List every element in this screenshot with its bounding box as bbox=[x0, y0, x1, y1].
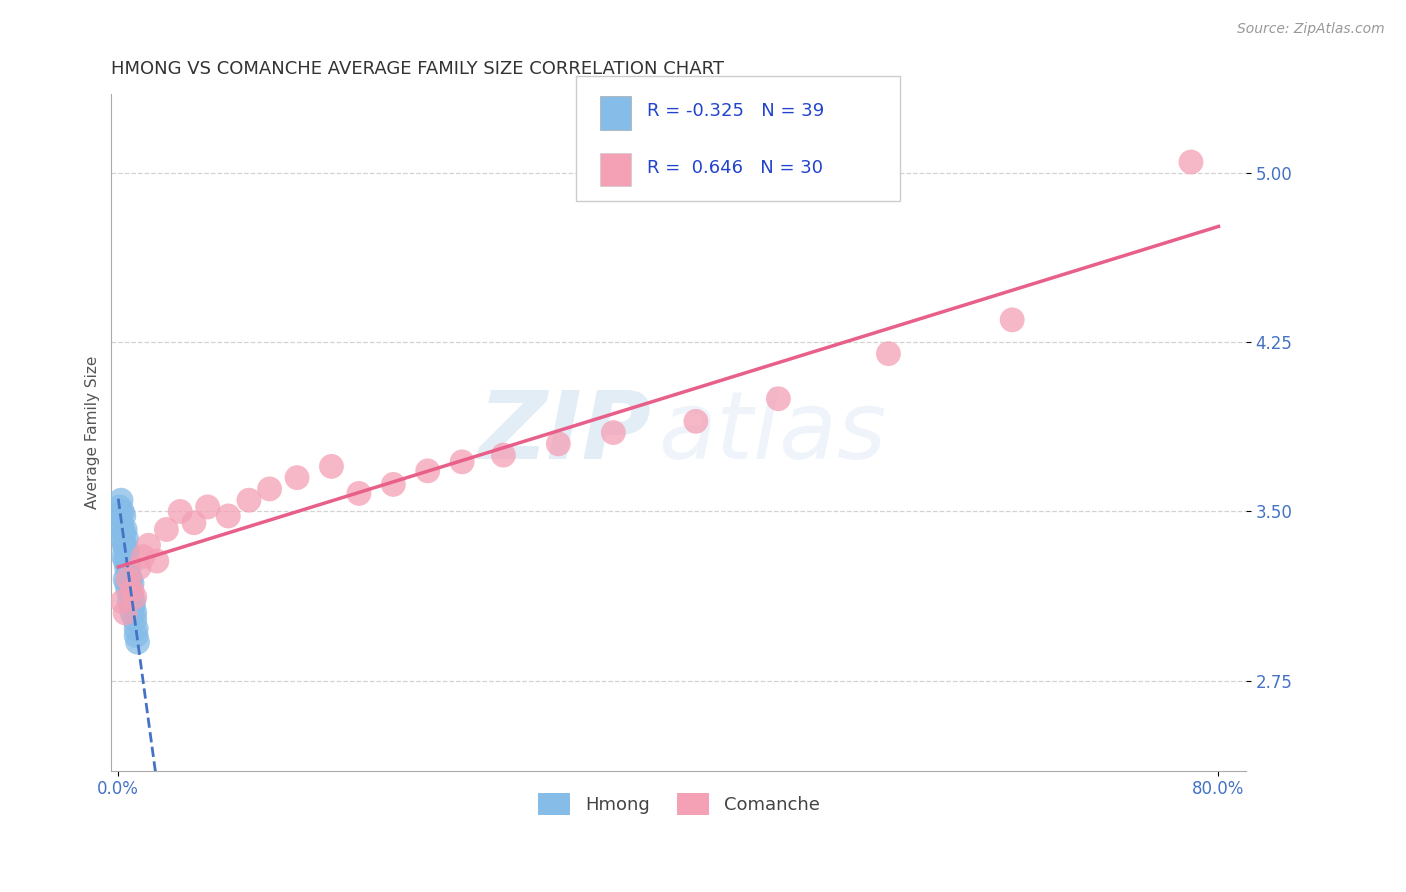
Point bbox=[118, 572, 141, 586]
Point bbox=[117, 572, 139, 586]
Point bbox=[877, 346, 900, 360]
Point bbox=[118, 594, 141, 608]
Point bbox=[685, 414, 707, 428]
Point bbox=[111, 523, 134, 537]
Point bbox=[114, 538, 136, 552]
Point bbox=[121, 576, 143, 591]
Point bbox=[117, 583, 139, 598]
Point bbox=[128, 561, 150, 575]
Point bbox=[768, 392, 790, 406]
Point bbox=[112, 538, 135, 552]
Point bbox=[110, 516, 132, 530]
Point bbox=[117, 545, 139, 559]
Point bbox=[169, 504, 191, 518]
Point bbox=[238, 493, 260, 508]
Point bbox=[112, 549, 135, 564]
Point bbox=[115, 576, 138, 591]
Point bbox=[108, 508, 131, 523]
Point bbox=[125, 628, 148, 642]
Point bbox=[124, 613, 146, 627]
Point bbox=[120, 583, 142, 598]
Y-axis label: Average Family Size: Average Family Size bbox=[86, 356, 100, 509]
Point bbox=[602, 425, 624, 440]
Point bbox=[547, 437, 569, 451]
Point bbox=[492, 448, 515, 462]
Point bbox=[108, 500, 131, 514]
Point bbox=[111, 594, 134, 608]
Point bbox=[146, 554, 169, 568]
Point bbox=[382, 477, 405, 491]
Text: ZIP: ZIP bbox=[478, 386, 651, 479]
Point bbox=[122, 599, 145, 614]
Text: HMONG VS COMANCHE AVERAGE FAMILY SIZE CORRELATION CHART: HMONG VS COMANCHE AVERAGE FAMILY SIZE CO… bbox=[111, 60, 724, 78]
Point bbox=[132, 549, 155, 564]
Point bbox=[125, 622, 148, 636]
Text: R = -0.325   N = 39: R = -0.325 N = 39 bbox=[647, 103, 824, 120]
Text: Source: ZipAtlas.com: Source: ZipAtlas.com bbox=[1237, 22, 1385, 37]
Legend: Hmong, Comanche: Hmong, Comanche bbox=[530, 786, 827, 822]
Point bbox=[110, 493, 132, 508]
Point bbox=[416, 464, 439, 478]
Point bbox=[115, 549, 138, 564]
Point bbox=[122, 594, 145, 608]
Point bbox=[121, 583, 143, 598]
Point bbox=[138, 538, 160, 552]
Point bbox=[112, 527, 135, 541]
Point bbox=[155, 523, 177, 537]
Point bbox=[259, 482, 281, 496]
Point bbox=[117, 567, 139, 582]
Point bbox=[114, 572, 136, 586]
Point bbox=[285, 470, 308, 484]
Point bbox=[114, 606, 136, 620]
Point bbox=[183, 516, 205, 530]
Point bbox=[124, 606, 146, 620]
Point bbox=[197, 500, 219, 514]
Point bbox=[117, 554, 139, 568]
Point bbox=[347, 486, 370, 500]
Point bbox=[120, 599, 142, 614]
Point bbox=[127, 635, 149, 649]
Point bbox=[124, 590, 146, 604]
Point bbox=[120, 572, 142, 586]
Point bbox=[1180, 155, 1202, 169]
Point bbox=[121, 590, 143, 604]
Point bbox=[115, 561, 138, 575]
Point bbox=[115, 532, 138, 546]
Point bbox=[451, 455, 474, 469]
Point bbox=[114, 554, 136, 568]
Point bbox=[118, 561, 141, 575]
Point bbox=[121, 606, 143, 620]
Point bbox=[321, 459, 343, 474]
Point bbox=[114, 523, 136, 537]
Point bbox=[217, 508, 239, 523]
Point bbox=[112, 508, 135, 523]
Text: atlas: atlas bbox=[658, 387, 886, 478]
Point bbox=[1001, 313, 1024, 327]
Point bbox=[111, 532, 134, 546]
Text: R =  0.646   N = 30: R = 0.646 N = 30 bbox=[647, 159, 823, 177]
Point bbox=[111, 504, 134, 518]
